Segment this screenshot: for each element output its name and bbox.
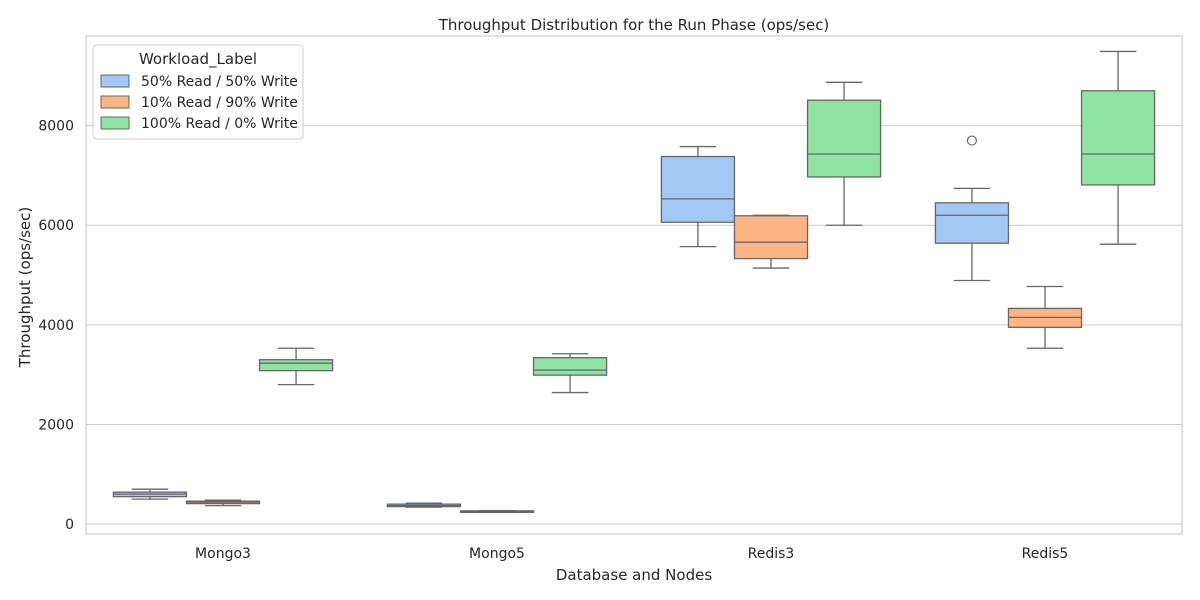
legend-swatch (100, 116, 130, 130)
y-tick-label: 4000 (38, 318, 74, 334)
box (806, 81, 882, 226)
x-tick-label: Redis5 (1022, 546, 1069, 562)
chart-title: Throughput Distribution for the Run Phas… (438, 16, 830, 34)
y-tick-label: 6000 (38, 218, 74, 234)
legend-label: 100% Read / 0% Write (141, 116, 298, 132)
y-axis-title: Throughput (ops/sec) (16, 207, 34, 368)
legend: Workload_Label 50% Read / 50% Write 10% Re… (92, 44, 304, 140)
box-body (1080, 90, 1156, 186)
x-tick-label: Redis3 (748, 546, 795, 562)
box (459, 509, 535, 513)
box (660, 145, 736, 248)
legend-frame (92, 44, 304, 140)
legend-swatch (100, 74, 130, 88)
box-body (934, 202, 1010, 244)
outlier-point (966, 135, 978, 146)
legend-label: 50% Read / 50% Write (141, 74, 298, 90)
x-axis-title: Database and Nodes (556, 566, 712, 584)
box (934, 135, 1010, 282)
box (1080, 50, 1156, 245)
box-body (733, 215, 809, 260)
legend-title: Workload_Label (139, 50, 257, 69)
x-tick-label: Mongo3 (195, 546, 251, 562)
plot-area: 0 2000 4000 6000 8000 Mongo3 Mongo5 Redis3 Redis… (38, 35, 1183, 562)
box-body (532, 357, 608, 376)
legend-swatch (100, 95, 130, 109)
y-tick-label: 0 (65, 517, 74, 533)
box (733, 214, 809, 269)
legend-label: 10% Read / 90% Write (141, 95, 298, 111)
y-tick-label: 2000 (38, 417, 74, 433)
box-body (806, 99, 882, 178)
box (386, 502, 462, 508)
box (532, 353, 608, 394)
box (1007, 285, 1083, 349)
box (185, 499, 261, 507)
plot-frame (85, 35, 1183, 535)
box-body (258, 359, 334, 372)
box (258, 347, 334, 386)
box (112, 488, 188, 500)
x-tick-label: Mongo5 (469, 546, 525, 562)
box-body (660, 155, 736, 223)
y-tick-label: 8000 (38, 119, 74, 135)
